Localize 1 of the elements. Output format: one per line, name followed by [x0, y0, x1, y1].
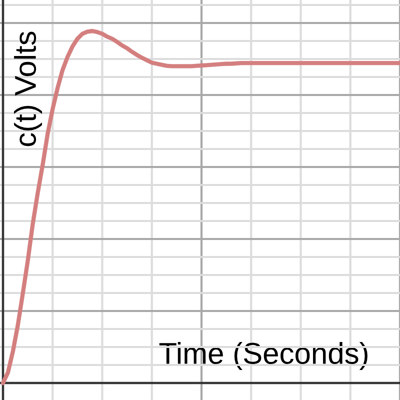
y-axis-title: c(t) Volts [14, 32, 42, 146]
